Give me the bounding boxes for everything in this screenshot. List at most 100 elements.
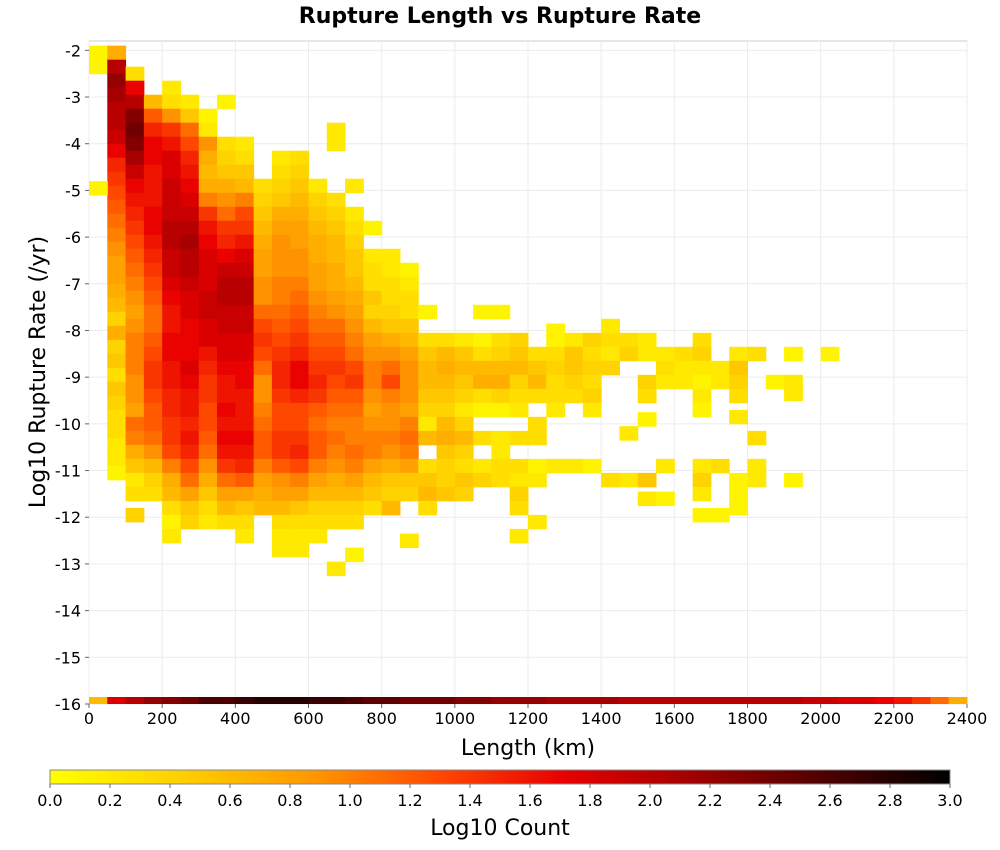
heatmap-cell	[271, 458, 291, 474]
heatmap-cell	[271, 416, 291, 432]
colorbar-tick-label: 0.0	[37, 791, 62, 810]
heatmap-cell	[528, 360, 547, 376]
colorbar-tick-label: 1.6	[517, 791, 542, 810]
heatmap-cell	[107, 395, 127, 411]
heatmap-cell	[345, 444, 364, 460]
heatmap-cell	[363, 346, 383, 362]
heatmap-cell	[454, 360, 474, 376]
heatmap-cell	[454, 444, 474, 460]
heatmap-cell	[125, 360, 145, 376]
heatmap-cell	[143, 108, 163, 124]
heatmap-cell	[326, 458, 346, 474]
heatmap-cell	[125, 430, 145, 446]
heatmap-cell	[180, 94, 200, 110]
heatmap-cell	[491, 346, 511, 362]
heatmap-cell	[180, 108, 200, 124]
heatmap-cell	[143, 192, 163, 208]
heatmap-cell	[308, 220, 328, 236]
heatmap-cell	[381, 346, 401, 362]
heatmap-cell	[162, 402, 181, 418]
heatmap-cell	[198, 697, 218, 704]
heatmap-cell	[326, 332, 346, 348]
heatmap-cell	[381, 332, 401, 348]
heatmap-cell	[308, 430, 328, 446]
heatmap-cell	[290, 500, 309, 516]
heatmap-cell	[125, 290, 145, 306]
heatmap-cell	[326, 374, 346, 390]
colorbar-tick-label: 0.8	[277, 791, 302, 810]
heatmap-cell	[235, 388, 255, 404]
heatmap-cell	[473, 332, 492, 348]
heatmap-cell	[710, 697, 730, 704]
heatmap-cell	[143, 220, 163, 236]
heatmap-cell	[656, 491, 675, 507]
heatmap-cell	[143, 332, 163, 348]
heatmap-cell	[180, 472, 200, 488]
colorbar-tick-label: 1.0	[337, 791, 362, 810]
heatmap-cell	[162, 697, 181, 704]
heatmap-cell	[217, 472, 236, 488]
heatmap-cell	[381, 697, 401, 704]
heatmap-cell	[107, 115, 127, 131]
heatmap-cell	[253, 416, 273, 432]
heatmap-cell	[875, 697, 895, 704]
heatmap-cell	[253, 262, 273, 278]
heatmap-cell	[436, 697, 456, 704]
heatmap-cell	[509, 697, 529, 704]
heatmap-cell	[253, 360, 273, 376]
x-tick-label: 1000	[434, 709, 475, 728]
heatmap-cell	[125, 66, 145, 82]
heatmap-cell	[345, 697, 364, 704]
heatmap-cell	[107, 437, 127, 453]
heatmap-cell	[162, 220, 181, 236]
heatmap-cell	[217, 514, 236, 530]
heatmap-cell	[692, 374, 712, 390]
heatmap-cell	[637, 412, 657, 427]
heatmap-cell	[418, 458, 438, 474]
heatmap-cell	[290, 542, 309, 558]
heatmap-cell	[345, 248, 364, 264]
heatmap-cell	[107, 353, 127, 369]
heatmap-cell	[143, 318, 163, 334]
heatmap-cell	[326, 514, 346, 530]
heatmap-cell	[180, 360, 200, 376]
heatmap-cell	[308, 192, 328, 208]
heatmap-cell	[308, 500, 328, 516]
heatmap-cell	[564, 388, 584, 404]
heatmap-cell	[290, 220, 309, 236]
heatmap-cell	[180, 192, 200, 208]
heatmap-cell	[198, 150, 218, 166]
heatmap-cell	[198, 388, 218, 404]
heatmap-cell	[217, 234, 236, 250]
heatmap-cell	[235, 248, 255, 264]
heatmap-cell	[692, 332, 712, 348]
heatmap-cell	[217, 206, 236, 222]
heatmap-cell	[491, 360, 511, 376]
heatmap-cell	[198, 402, 218, 418]
heatmap-cell	[308, 528, 328, 544]
heatmap-cell	[308, 388, 328, 404]
heatmap-cell	[162, 136, 181, 152]
heatmap-cell	[399, 533, 419, 549]
heatmap-cell	[125, 444, 145, 460]
heatmap-cell	[454, 486, 474, 502]
heatmap-cell	[308, 304, 328, 320]
heatmap-cell	[491, 444, 511, 460]
heatmap-cell	[180, 206, 200, 222]
heatmap-cell	[381, 248, 401, 264]
heatmap-cell	[619, 697, 639, 704]
heatmap-cell	[436, 388, 456, 404]
heatmap-cell	[198, 416, 218, 432]
heatmap-cell	[162, 150, 181, 166]
heatmap-cell	[143, 136, 163, 152]
heatmap-cell	[235, 234, 255, 250]
heatmap-cell	[162, 234, 181, 250]
heatmap-cell	[399, 332, 419, 348]
heatmap-cell	[125, 458, 145, 474]
heatmap-cell	[399, 304, 419, 320]
heatmap-cell	[107, 381, 127, 397]
heatmap-cell	[271, 346, 291, 362]
heatmap-cell	[198, 514, 218, 530]
heatmap-cell	[217, 458, 236, 474]
heatmap-cell	[784, 472, 803, 488]
